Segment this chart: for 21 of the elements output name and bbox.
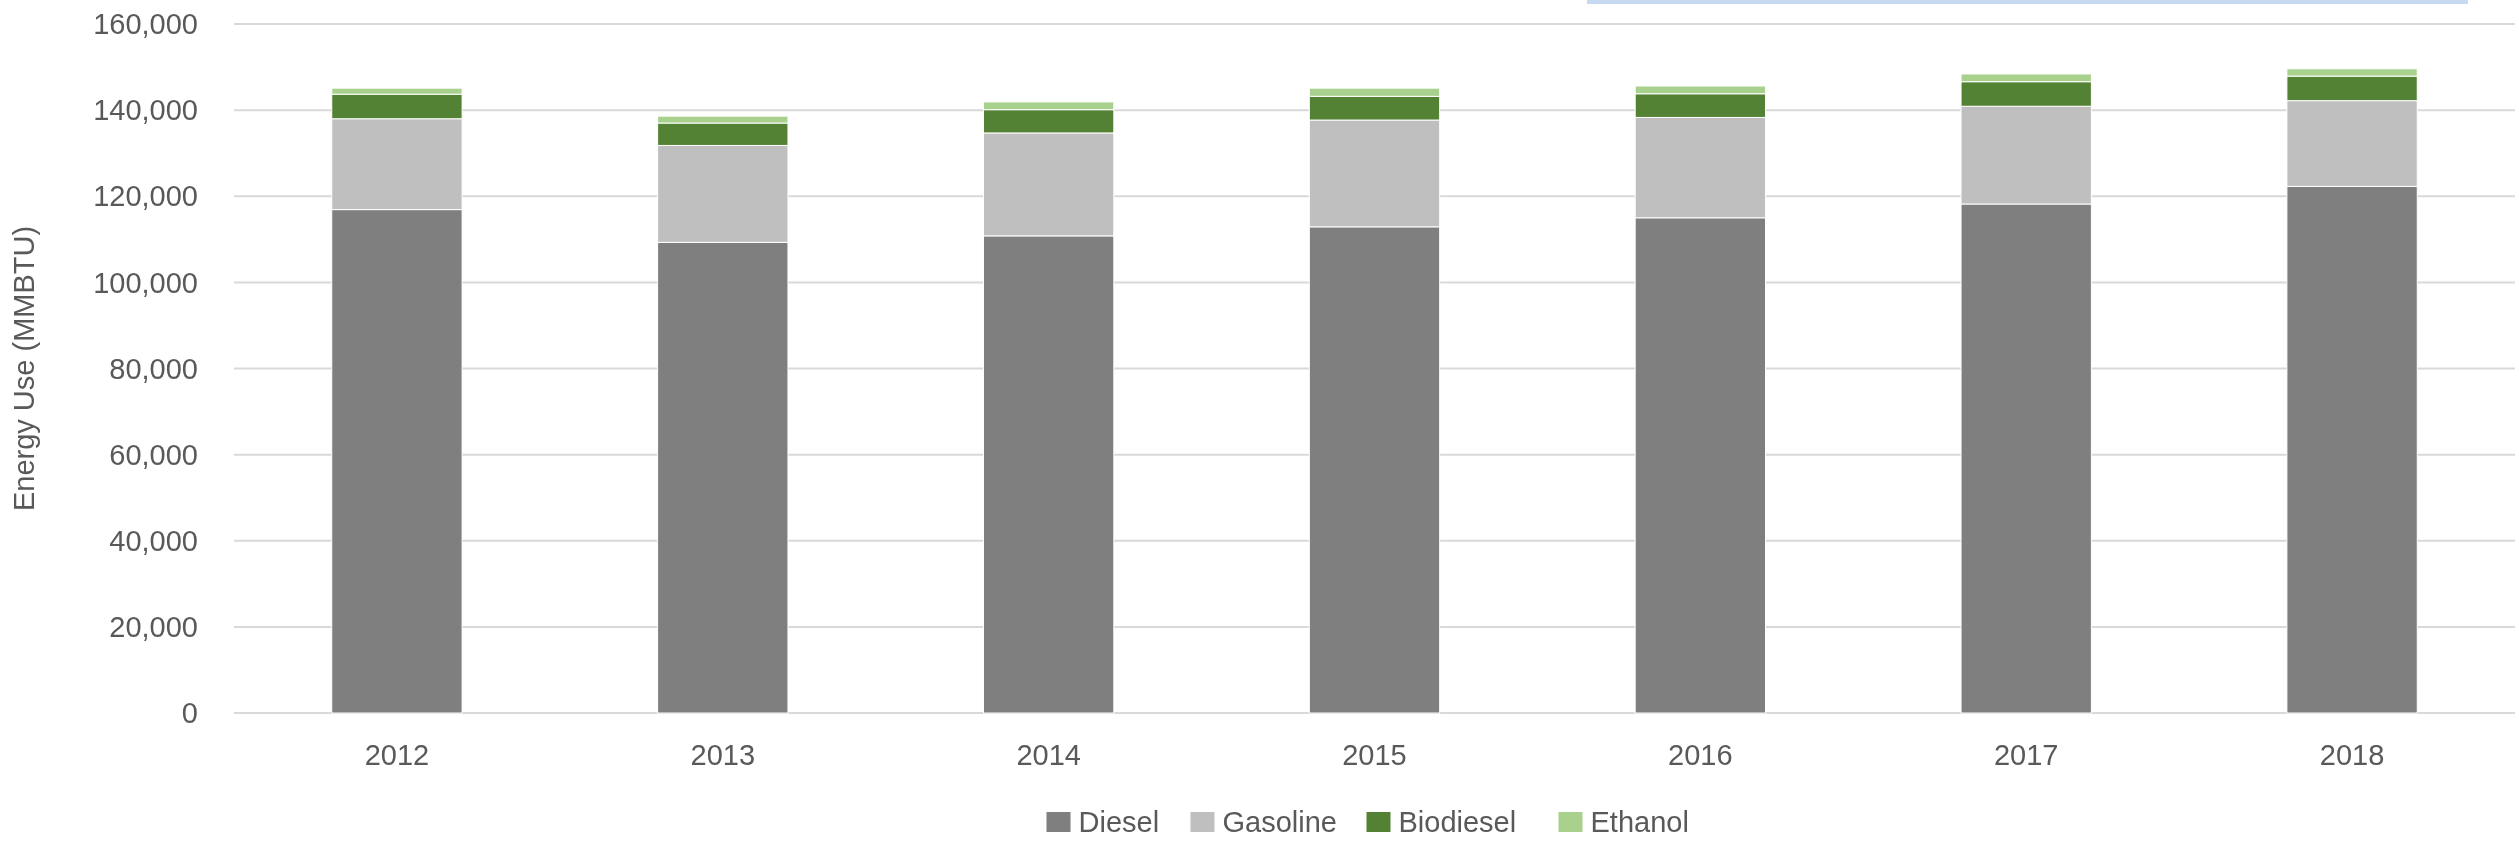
x-tick-label: 2016	[1668, 739, 1733, 771]
y-tick-label: 40,000	[109, 524, 198, 557]
y-tick-label: 100,000	[93, 266, 198, 299]
x-tick-label: 2015	[1342, 739, 1407, 771]
y-axis-title: Energy Use (MMBTU)	[8, 225, 40, 512]
y-tick-label: 0	[181, 697, 198, 730]
legend-label: Biodiesel	[1398, 806, 1517, 838]
x-tick-label: 2012	[364, 739, 430, 771]
legend-label: Gasoline	[1222, 806, 1337, 838]
x-tick-label: 2017	[1993, 739, 2059, 771]
y-tick-label: 160,000	[93, 8, 198, 41]
y-tick-label: 120,000	[93, 180, 198, 213]
y-tick-label: 60,000	[109, 438, 198, 471]
legend-label: Ethanol	[1590, 806, 1689, 838]
x-tick-label: 2013	[690, 739, 756, 771]
y-tick-label: 140,000	[93, 94, 198, 127]
legend-label: Diesel	[1078, 806, 1160, 838]
y-tick-label: 20,000	[109, 611, 198, 644]
x-tick-label: 2014	[1016, 739, 1081, 771]
y-tick-label: 80,000	[109, 352, 198, 385]
x-tick-label: 2018	[2319, 739, 2385, 771]
